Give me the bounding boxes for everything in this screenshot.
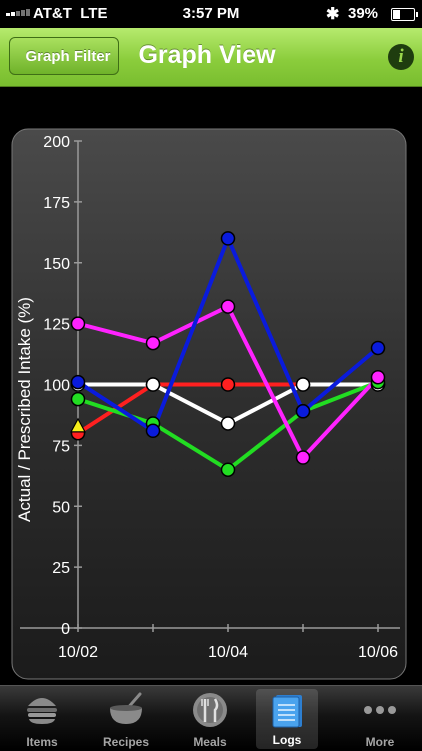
data-point [70,391,86,407]
y-tick-label: 200 [43,134,70,151]
y-tick-label: 50 [52,499,70,516]
tab-bar: Items Recipes Meals Logs [0,685,422,751]
battery-percent: 39% [348,5,379,22]
plate-utensils-icon [193,693,227,727]
data-point [370,369,386,385]
x-tick-label: 10/02 [58,644,98,661]
y-axis-label: Actual / Prescribed Intake (%) [15,297,34,522]
triangle-marker [69,417,87,433]
tab-meals[interactable]: Meals [168,686,252,751]
battery-icon [391,8,418,21]
notebook-icon [272,695,302,728]
bluetooth-icon: ✱ [326,6,340,23]
tab-label: Recipes [102,735,150,749]
data-point [220,299,236,314]
y-tick-label: 125 [43,317,70,334]
data-point [295,450,311,465]
data-point [145,335,161,351]
burger-icon [27,698,57,724]
info-icon[interactable]: i [388,44,414,70]
tab-label: Logs [272,733,302,747]
tab-label: Items [26,735,58,749]
data-point [370,340,386,356]
signal-icon [6,9,30,16]
tab-recipes[interactable]: Recipes [84,686,168,751]
chart-background [11,128,407,680]
x-tick-label: 10/04 [208,644,248,661]
y-tick-label: 75 [52,438,70,455]
graph-filter-back-button[interactable]: Graph Filter [9,37,119,75]
carrier-label: AT&T LTE [33,5,108,22]
navigation-bar: Graph Filter Graph View i [0,28,422,87]
data-point [145,377,161,392]
more-dots-icon [364,706,396,714]
data-point [220,231,236,246]
data-point [220,462,236,477]
data-point [295,377,311,392]
data-point [220,377,236,392]
data-point [70,316,86,331]
network-label: LTE [80,5,108,22]
page-title: Graph View [138,41,276,69]
y-tick-label: 0 [61,621,70,638]
data-point [295,404,311,419]
tab-items[interactable]: Items [0,686,84,751]
tab-logs[interactable]: Logs [256,689,318,749]
tab-label: Meals [193,735,227,749]
data-point [220,416,236,431]
tab-more[interactable]: More [338,686,422,751]
clock: 3:57 PM [182,5,240,22]
graph-panel: 0 25 50 75 100 125 150 175 200 10/02 10/04 10/06 Act… [0,87,422,685]
data-point [70,374,86,390]
y-tick-label: 25 [52,560,70,577]
intake-line-chart: 0 25 50 75 100 125 150 175 200 10/02 10/04 10/06 Act… [11,128,407,680]
status-bar: AT&T LTE 3:57 PM ✱ 39% [0,0,422,28]
y-tick-label: 150 [43,256,70,273]
x-tick-label: 10/06 [358,644,398,661]
y-tick-label: 100 [43,378,70,395]
tab-label: More [365,735,395,749]
mixing-bowl-icon [110,692,142,724]
data-point [145,423,161,439]
y-tick-label: 175 [43,195,70,212]
